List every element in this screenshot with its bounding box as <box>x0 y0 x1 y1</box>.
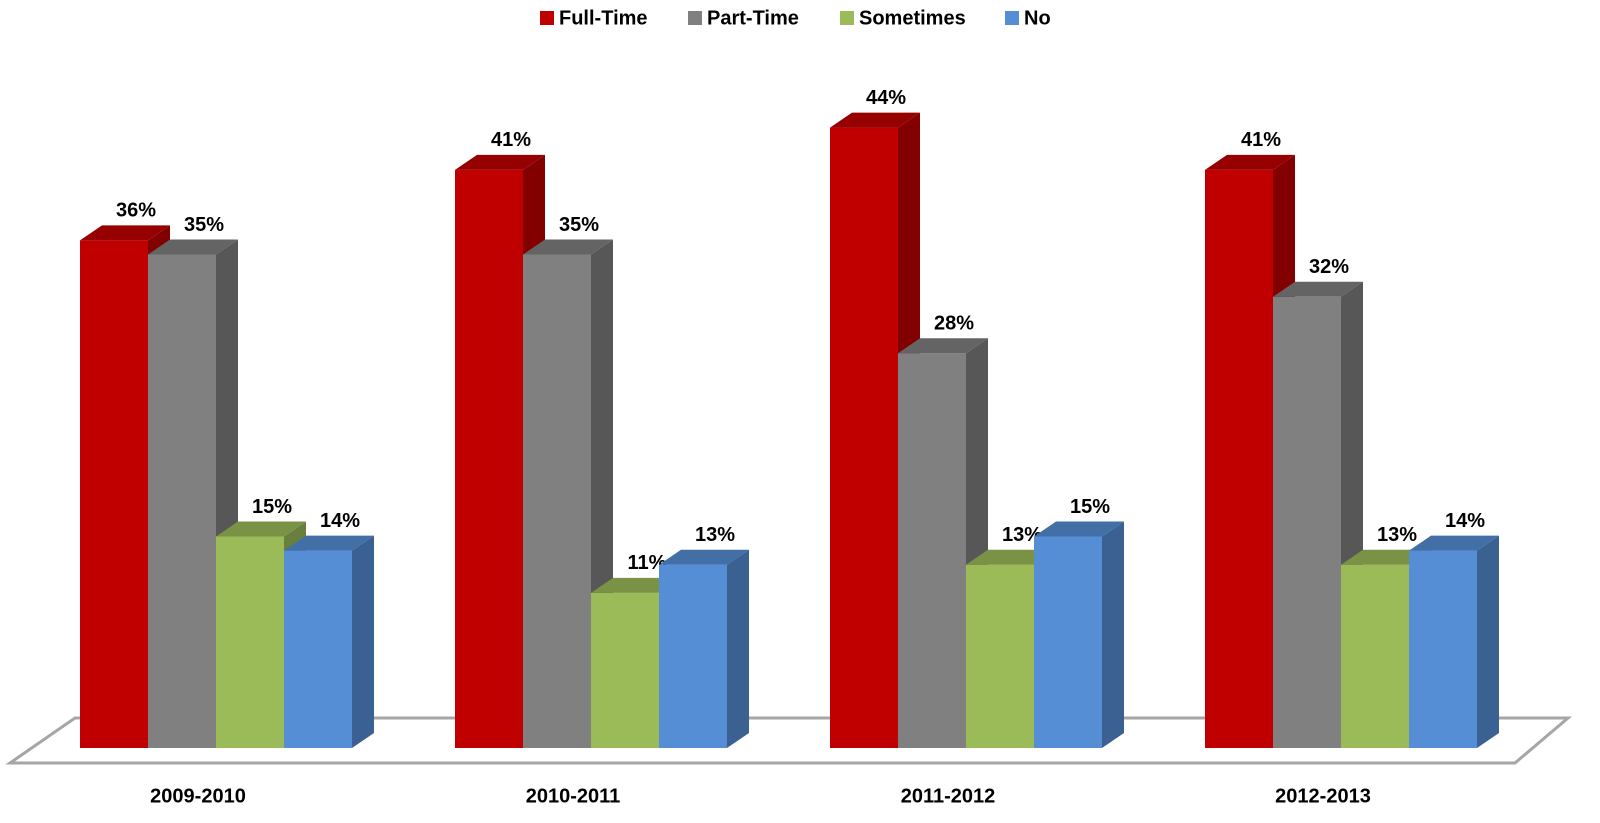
bar <box>455 169 523 748</box>
bar-side <box>352 535 374 748</box>
value-label: 44% <box>866 87 906 109</box>
legend-label: Full-Time <box>559 7 648 29</box>
bar-top <box>1034 521 1124 537</box>
bar-top <box>966 549 1056 565</box>
x-tick-label: 2011-2012 <box>901 785 996 807</box>
value-label: 13% <box>1002 524 1042 546</box>
bar-top <box>659 549 749 565</box>
floor <box>5 716 1573 765</box>
value-label: 13% <box>695 524 735 546</box>
value-label: 13% <box>1377 524 1417 546</box>
value-label: 28% <box>934 312 974 334</box>
bar-side <box>1102 521 1124 748</box>
x-tick-label: 2012-2013 <box>1275 785 1371 807</box>
value-label: 11% <box>628 552 667 574</box>
bar-top <box>1341 549 1431 565</box>
bar-top <box>284 535 374 551</box>
value-label: 41% <box>491 129 531 151</box>
value-label: 36% <box>116 200 156 222</box>
bar-top <box>898 338 988 354</box>
legend-swatch <box>1005 11 1019 25</box>
bar-top <box>455 154 545 170</box>
bar-top <box>1273 281 1363 297</box>
bar <box>1205 169 1273 748</box>
legend-swatch <box>840 11 854 25</box>
bar <box>659 564 727 748</box>
bar <box>80 240 148 748</box>
legend-swatch <box>688 11 702 25</box>
legend-swatch <box>540 11 554 25</box>
bar <box>898 353 966 748</box>
bar-side <box>727 549 749 748</box>
bar-top <box>216 521 306 537</box>
bar-top <box>523 239 613 255</box>
value-label: 15% <box>1070 496 1110 518</box>
x-tick-label: 2009-2010 <box>150 785 246 807</box>
value-label: 15% <box>252 496 292 518</box>
bar-top <box>1409 535 1499 551</box>
bar <box>148 254 216 748</box>
bar-top <box>148 239 238 255</box>
bar <box>966 564 1034 748</box>
value-label: 14% <box>1445 510 1485 532</box>
bar <box>591 592 659 748</box>
bar <box>523 254 591 748</box>
legend-label: No <box>1024 7 1051 29</box>
legend-label: Part-Time <box>707 7 799 29</box>
bar-top <box>591 577 681 593</box>
value-label: 35% <box>184 214 224 236</box>
bar <box>1409 550 1477 748</box>
bar <box>1273 296 1341 748</box>
legend-label: Sometimes <box>859 7 966 29</box>
bar-top <box>80 225 170 241</box>
bar-top <box>830 112 920 128</box>
bar <box>284 550 352 748</box>
bar <box>216 536 284 748</box>
value-label: 14% <box>320 510 360 532</box>
value-label: 35% <box>559 214 599 236</box>
bar-side <box>1477 535 1499 748</box>
value-label: 32% <box>1309 256 1349 278</box>
x-tick-label: 2010-2011 <box>526 785 621 807</box>
bar <box>1341 564 1409 748</box>
bar <box>1034 536 1102 748</box>
bar <box>830 127 898 749</box>
bar-top <box>1205 154 1295 170</box>
value-label: 41% <box>1241 129 1281 151</box>
